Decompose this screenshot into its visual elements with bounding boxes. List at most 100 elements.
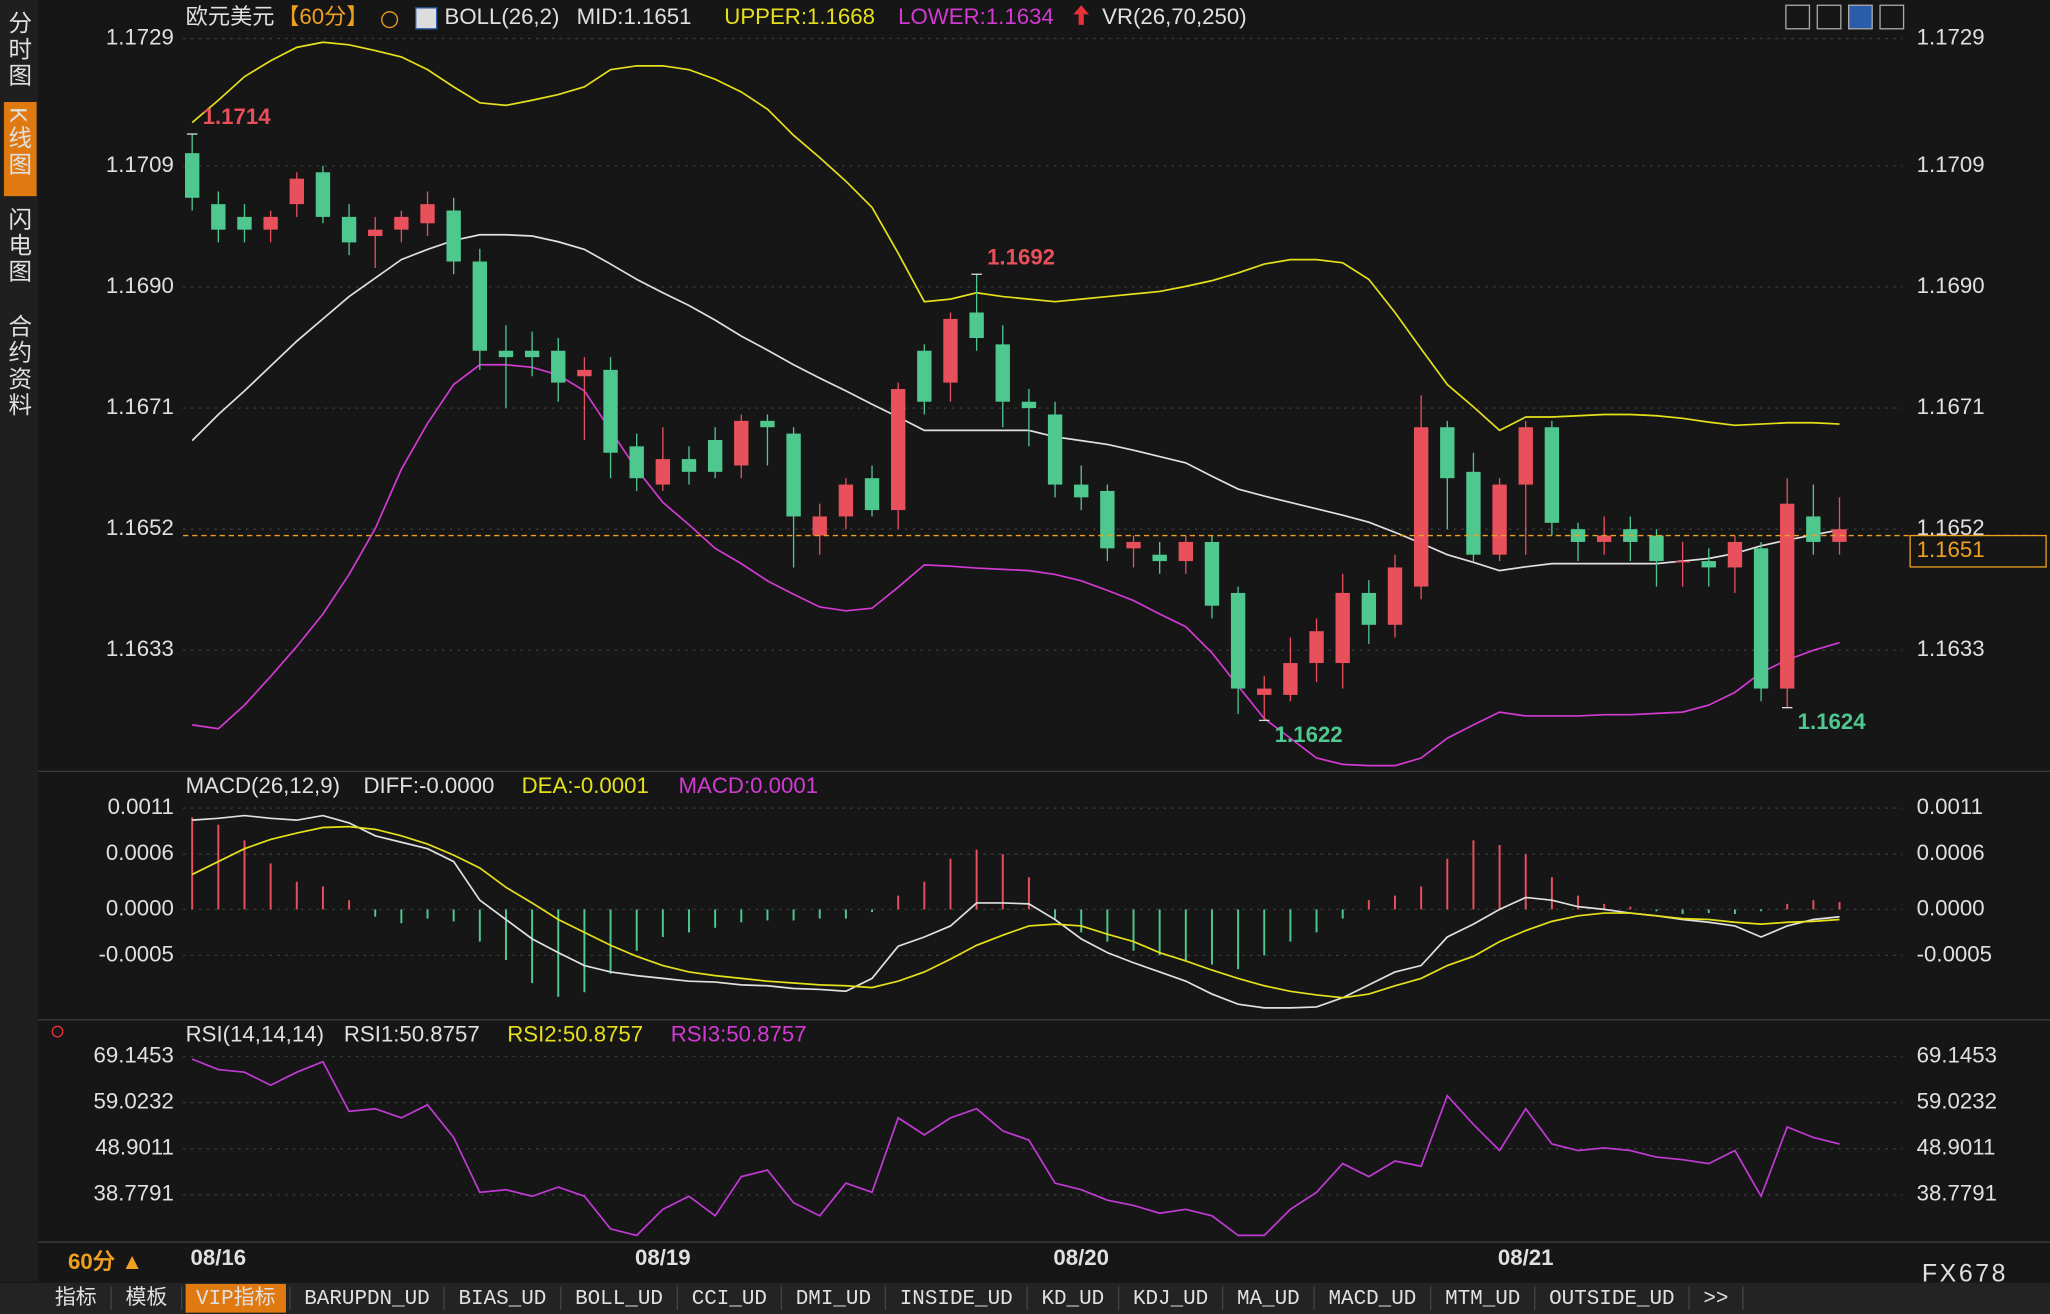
candle-body — [1387, 567, 1403, 625]
y-tick-label-right: 48.9011 — [1917, 1135, 1996, 1160]
bottom-tab[interactable]: BOLL_UD — [575, 1288, 663, 1311]
candle-body — [577, 369, 592, 377]
candle-body — [394, 216, 409, 230]
bottom-tab[interactable]: BIAS_UD — [459, 1288, 547, 1311]
candle-body — [943, 318, 958, 383]
candle-body — [1335, 592, 1350, 664]
candle-body — [1440, 427, 1455, 479]
y-tick-label: -0.0005 — [99, 941, 174, 966]
x-tick-label: 08/16 — [191, 1245, 247, 1270]
bottom-tab[interactable]: MTM_UD — [1445, 1288, 1520, 1311]
bottom-tab[interactable]: MACD_UD — [1329, 1288, 1417, 1311]
bottom-tab[interactable]: BARUPDN_UD — [304, 1288, 429, 1311]
add-icon[interactable] — [381, 11, 399, 29]
candle-body — [995, 344, 1010, 402]
y-tick-label-right: 69.1453 — [1917, 1042, 1997, 1067]
candle-body — [1257, 688, 1272, 695]
macd-line — [191, 825, 1840, 999]
icon[interactable] — [1848, 4, 1873, 30]
y-tick-label-right: 38.7791 — [1917, 1181, 1997, 1206]
bottom-tab[interactable]: OUTSIDE_UD — [1549, 1288, 1674, 1311]
sidebar-tab[interactable]: 合约资料 — [5, 314, 32, 419]
icon[interactable] — [1879, 4, 1905, 30]
candle-body — [786, 433, 801, 517]
candle-body — [498, 350, 514, 358]
candle-body — [1596, 535, 1612, 542]
bottom-tab[interactable]: 模板 — [125, 1286, 167, 1311]
bottom-tab[interactable]: KDJ_UD — [1133, 1288, 1208, 1311]
candle-body — [1074, 484, 1089, 498]
candle-body — [1675, 561, 1690, 563]
panel-title: RSI(14,14,14) — [186, 1021, 324, 1046]
y-tick-label: 48.9011 — [95, 1135, 174, 1160]
bottom-tab[interactable]: 指标 — [55, 1286, 97, 1311]
extreme-label: 1.1624 — [1798, 709, 1867, 734]
candle-body — [681, 459, 697, 472]
legend-item: RSI1:50.8757 — [344, 1021, 480, 1046]
candle-body — [917, 350, 932, 402]
sidebar-tab[interactable]: 分时图 — [5, 10, 31, 89]
bottom-tab[interactable]: MA_UD — [1237, 1288, 1300, 1311]
arrow-icon — [1073, 5, 1090, 25]
candle-body — [446, 210, 461, 262]
candle-body — [1178, 541, 1194, 562]
bottom-tab[interactable]: CCI_UD — [692, 1288, 767, 1311]
legend-item: DIFF:-0.0000 — [363, 773, 494, 798]
bottom-bar — [0, 1282, 2050, 1314]
y-tick-label-right: 0.0006 — [1917, 840, 1985, 865]
candle-body — [603, 369, 618, 453]
boll-line — [191, 233, 1840, 572]
panel-title: MACD(26,12,9) — [186, 773, 340, 798]
icon[interactable] — [1785, 4, 1811, 30]
candle-body — [263, 216, 278, 230]
candle-body — [655, 459, 671, 485]
legend-item: UPPER:1.1668 — [724, 4, 875, 29]
indicator: BOLL(26,2) — [445, 4, 560, 29]
candle-body — [760, 420, 775, 428]
period[interactable]: 【60分】 — [277, 4, 368, 29]
legend-item: DEA:-0.0001 — [522, 773, 649, 798]
y-tick-label-right: 1.1709 — [1917, 152, 1985, 177]
candle-body — [838, 484, 854, 517]
y-tick-label-right: 1.1729 — [1917, 24, 1985, 49]
tab-active-bg — [185, 1283, 286, 1313]
icon[interactable] — [1816, 4, 1842, 30]
candle-body — [1649, 535, 1664, 562]
sidebar-tab[interactable]: K线图 — [5, 107, 31, 178]
candle-body — [969, 312, 984, 338]
candle-body — [864, 478, 880, 511]
candle-body — [1152, 554, 1167, 562]
candle-body — [368, 229, 383, 237]
bottom-tab[interactable]: INSIDE_UD — [900, 1288, 1013, 1311]
x-tick-label: 08/20 — [1053, 1245, 1109, 1270]
candle-body — [472, 261, 488, 351]
y-tick-label-right: 1.1633 — [1917, 636, 1985, 661]
bottom-tab[interactable]: KD_UD — [1041, 1288, 1104, 1311]
timeframe[interactable]: 60分 ▲ — [68, 1249, 143, 1274]
sidebar-tab[interactable]: 闪电图 — [5, 206, 31, 285]
candle-body — [1518, 427, 1533, 485]
candle-body — [1283, 663, 1298, 695]
legend-item: MID:1.1651 — [577, 4, 692, 29]
bottom-tab[interactable]: DMI_UD — [796, 1288, 871, 1311]
bottom-tab[interactable]: VIP指标 — [196, 1286, 275, 1311]
candle-body — [1806, 516, 1821, 542]
y-tick-label: 0.0006 — [106, 840, 174, 865]
settings-icon[interactable] — [51, 1025, 64, 1038]
bottom-tabs: 指标 模板 VIP指标 BARUPDN_UD BIAS_UD BOLL_UD CCI_UD D… — [55, 1283, 1744, 1313]
y-tick-label: 38.7791 — [94, 1181, 174, 1206]
candle-body — [315, 172, 331, 217]
last-price-label: 1.1651 — [1917, 537, 1985, 562]
candle-body — [1466, 471, 1481, 555]
legend-item: MACD:0.0001 — [679, 773, 819, 798]
legend-item: LOWER:1.1634 — [898, 4, 1054, 29]
toolbar-icons[interactable] — [1785, 4, 1905, 30]
y-tick-label-right: 1.1690 — [1917, 273, 1985, 298]
candle-body — [629, 446, 644, 479]
bottom-tab[interactable]: >> — [1703, 1288, 1728, 1311]
boll-icon[interactable] — [415, 7, 438, 30]
